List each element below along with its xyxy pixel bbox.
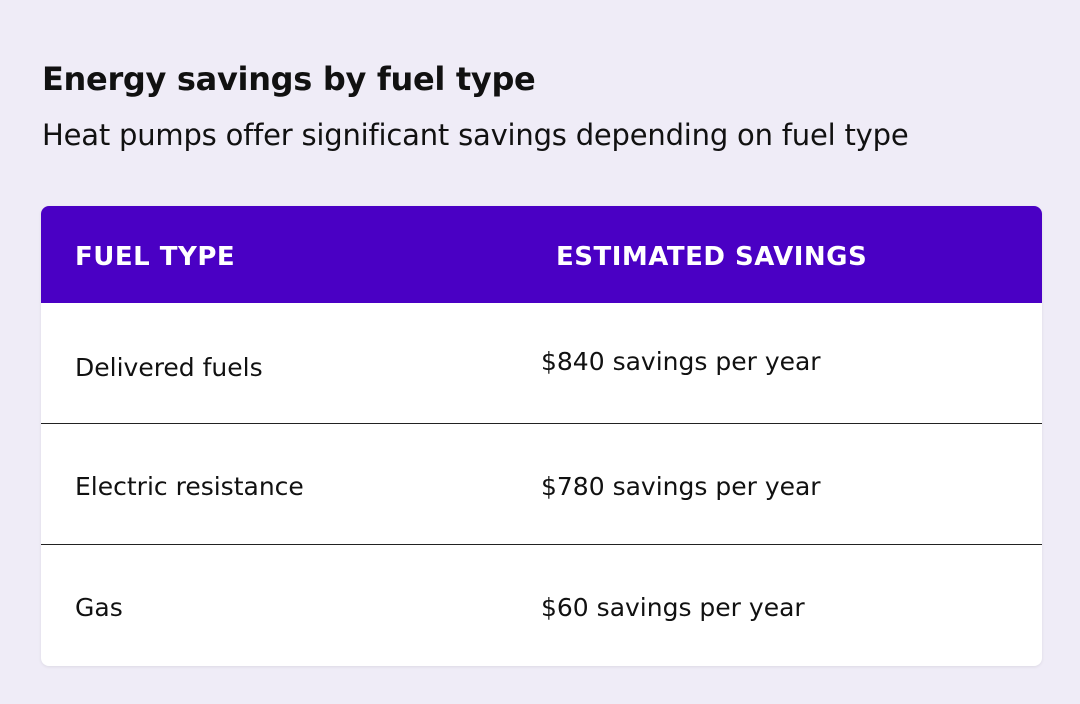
column-header-estimated-savings: ESTIMATED SAVINGS — [556, 242, 868, 272]
savings-cell: $60 savings per year — [541, 593, 805, 622]
savings-table: FUEL TYPE ESTIMATED SAVINGS Delivered fu… — [41, 206, 1042, 666]
savings-cell: $840 savings per year — [541, 347, 821, 376]
table-row: Delivered fuels $840 savings per year — [41, 303, 1042, 424]
savings-cell: $780 savings per year — [541, 472, 821, 501]
page-subtitle: Heat pumps offer significant savings dep… — [42, 118, 909, 152]
fuel-type-cell: Delivered fuels — [75, 353, 263, 382]
column-header-fuel-type: FUEL TYPE — [75, 242, 236, 272]
table-row: Gas $60 savings per year — [41, 545, 1042, 666]
fuel-type-cell: Gas — [75, 593, 123, 622]
table-header: FUEL TYPE ESTIMATED SAVINGS — [41, 206, 1042, 303]
fuel-type-cell: Electric resistance — [75, 472, 304, 501]
page-title: Energy savings by fuel type — [42, 60, 536, 98]
table-row: Electric resistance $780 savings per yea… — [41, 424, 1042, 545]
